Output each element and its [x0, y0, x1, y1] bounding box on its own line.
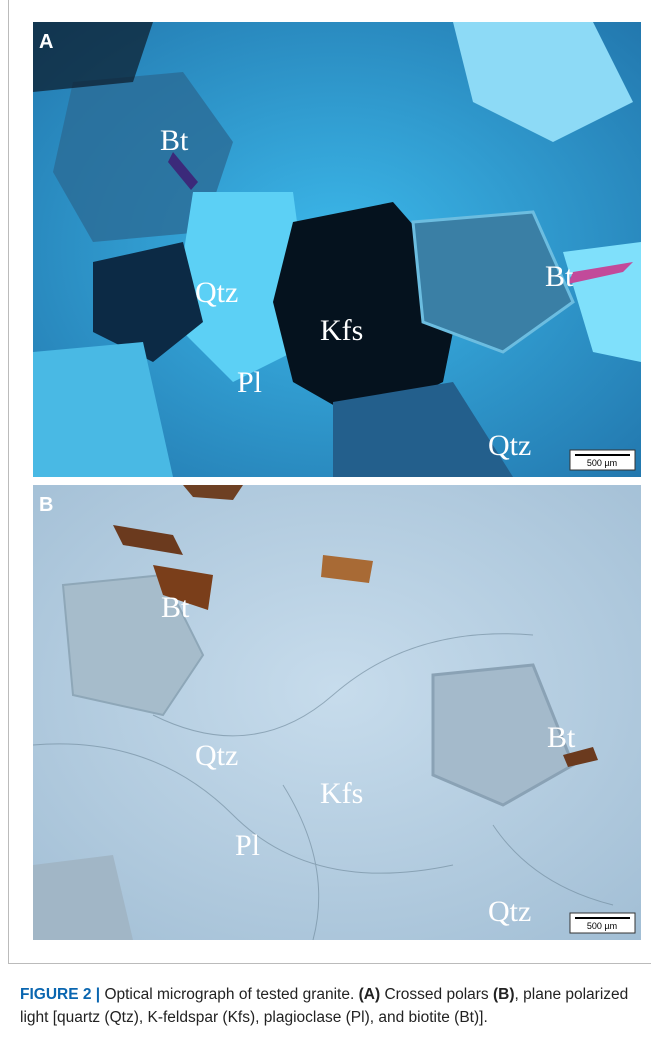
panel-letter: B: [39, 494, 53, 516]
caption-text: Optical micrograph of tested granite.: [100, 986, 358, 1003]
page: A Bt Qtz Kfs Pl Bt Qtz 500 µm B Bt Qtz K…: [0, 0, 659, 1053]
scale-bar-label: 500 µm: [587, 458, 617, 468]
mineral-label: Pl: [235, 829, 260, 862]
micrograph-b: B Bt Qtz Kfs Pl Bt Qtz 500 µm: [33, 485, 641, 940]
scale-bar-label: 500 µm: [587, 921, 617, 931]
mineral-label: Bt: [161, 591, 190, 624]
mineral-label: Pl: [237, 366, 262, 399]
mineral-label: Kfs: [320, 777, 363, 810]
mineral-label: Qtz: [488, 895, 531, 928]
mineral-label: Qtz: [195, 739, 238, 772]
micrograph-a: A Bt Qtz Kfs Pl Bt Qtz 500 µm: [33, 22, 641, 477]
mineral-label: Bt: [547, 721, 576, 754]
caption-ref: (B): [493, 986, 515, 1003]
caption-label: FIGURE 2 |: [20, 986, 100, 1003]
mineral-label: Qtz: [195, 276, 238, 309]
caption-ref: (A): [359, 986, 381, 1003]
mineral-label: Bt: [160, 124, 189, 157]
figure-caption: FIGURE 2 | Optical micrograph of tested …: [20, 984, 645, 1029]
caption-text: Crossed polars: [380, 986, 493, 1003]
mineral-label: Kfs: [320, 314, 363, 347]
mineral-label: Bt: [545, 260, 574, 293]
mineral-label: Qtz: [488, 429, 531, 462]
panel-letter: A: [39, 31, 53, 53]
